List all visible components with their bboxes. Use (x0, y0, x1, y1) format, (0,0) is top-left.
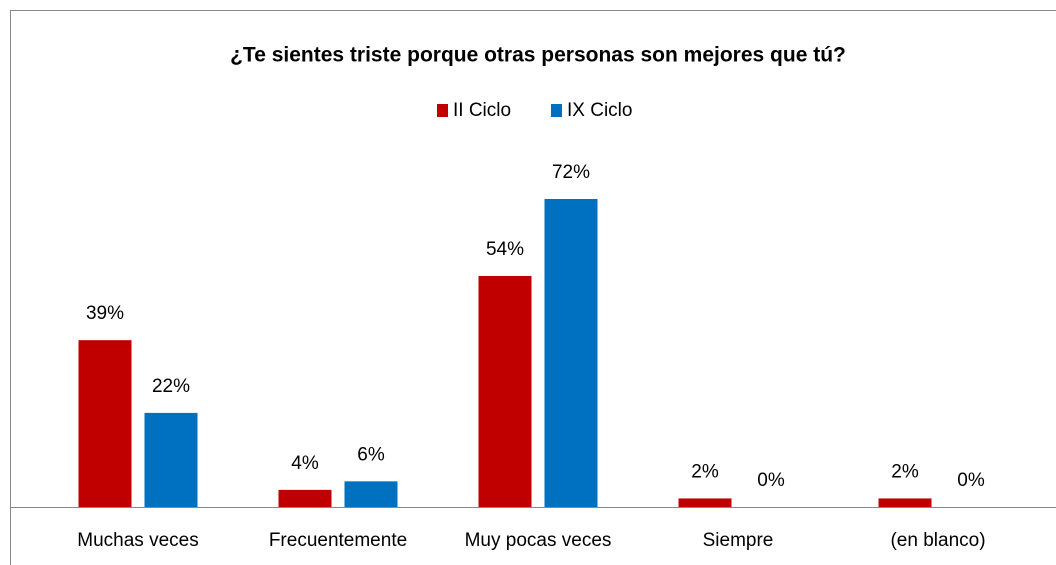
value-label: 22% (152, 376, 190, 397)
bar (878, 498, 932, 507)
value-label: 39% (86, 303, 124, 324)
bar (278, 489, 332, 507)
bar (78, 340, 132, 507)
value-label: 54% (486, 239, 524, 260)
x-tick-label: Frecuentemente (269, 530, 407, 551)
value-label: 2% (691, 461, 719, 482)
x-tick-label: (en blanco) (890, 530, 985, 551)
bar (678, 498, 732, 507)
value-label: 6% (357, 444, 385, 465)
bar (544, 199, 598, 507)
bar (344, 481, 398, 507)
chart-title: ¿Te sientes triste porque otras personas… (230, 44, 846, 67)
bar (478, 276, 532, 507)
value-label: 0% (957, 470, 985, 491)
value-label: 72% (552, 162, 590, 183)
legend-swatch (551, 104, 562, 117)
value-label: 4% (291, 453, 319, 474)
x-tick-label: Siempre (703, 530, 774, 551)
bar (144, 412, 198, 507)
legend-label: II Ciclo (453, 100, 511, 121)
legend-swatch (437, 104, 448, 117)
x-tick-label: Muchas veces (77, 530, 198, 551)
value-label: 0% (757, 470, 785, 491)
x-tick-label: Muy pocas veces (465, 530, 612, 551)
value-label: 2% (891, 461, 919, 482)
legend-label: IX Ciclo (567, 100, 632, 121)
